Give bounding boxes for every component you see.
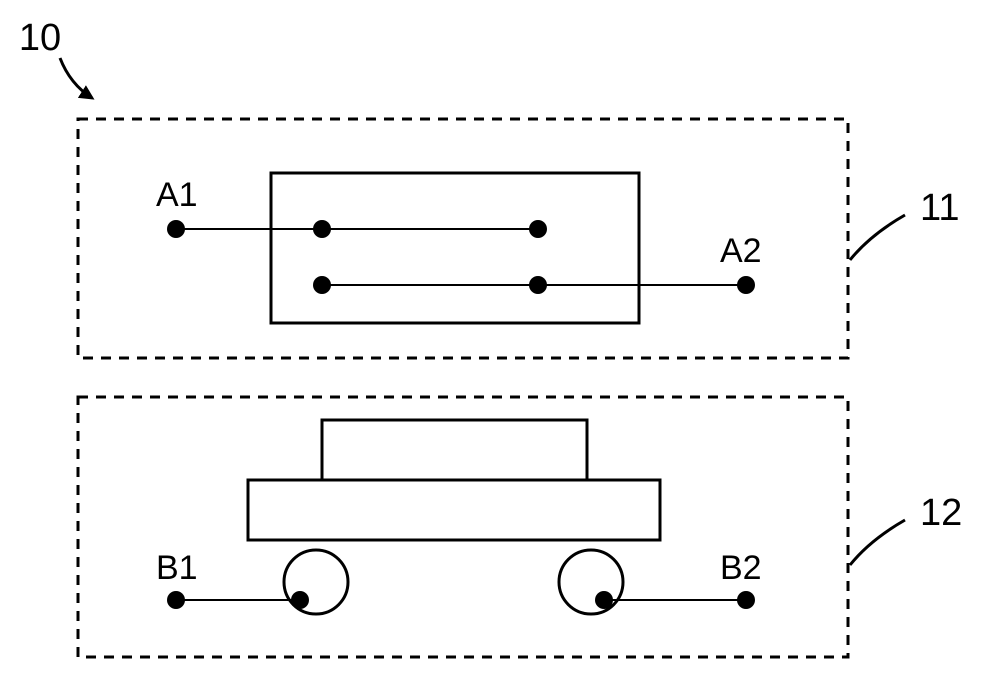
node-B2 bbox=[737, 591, 755, 609]
figure-label-arrow bbox=[60, 58, 92, 98]
module-11-callout-curve bbox=[850, 215, 905, 260]
node-A2 bbox=[737, 276, 755, 294]
node-B1pin bbox=[291, 591, 309, 609]
node-A1r2 bbox=[529, 220, 547, 238]
node-B2pin bbox=[595, 591, 613, 609]
label-A1: A1 bbox=[156, 176, 198, 214]
node-A1r bbox=[313, 220, 331, 238]
node-A2l2 bbox=[313, 276, 331, 294]
label-B2: B2 bbox=[720, 549, 762, 587]
wheel-right bbox=[559, 550, 623, 614]
node-A2l bbox=[529, 276, 547, 294]
module-12-callout-label: 12 bbox=[920, 492, 962, 534]
node-A1 bbox=[167, 220, 185, 238]
module-11-body bbox=[271, 173, 639, 323]
module-12-callout-curve bbox=[850, 520, 905, 565]
node-B1 bbox=[167, 591, 185, 609]
module-12-lower-rect bbox=[248, 480, 660, 540]
module-12-upper-rect bbox=[322, 420, 587, 480]
module-12 bbox=[78, 397, 848, 657]
module-11-callout-label: 11 bbox=[920, 187, 959, 229]
label-B1: B1 bbox=[156, 549, 198, 587]
figure-label: 10 bbox=[19, 17, 61, 59]
label-A2: A2 bbox=[720, 232, 762, 270]
